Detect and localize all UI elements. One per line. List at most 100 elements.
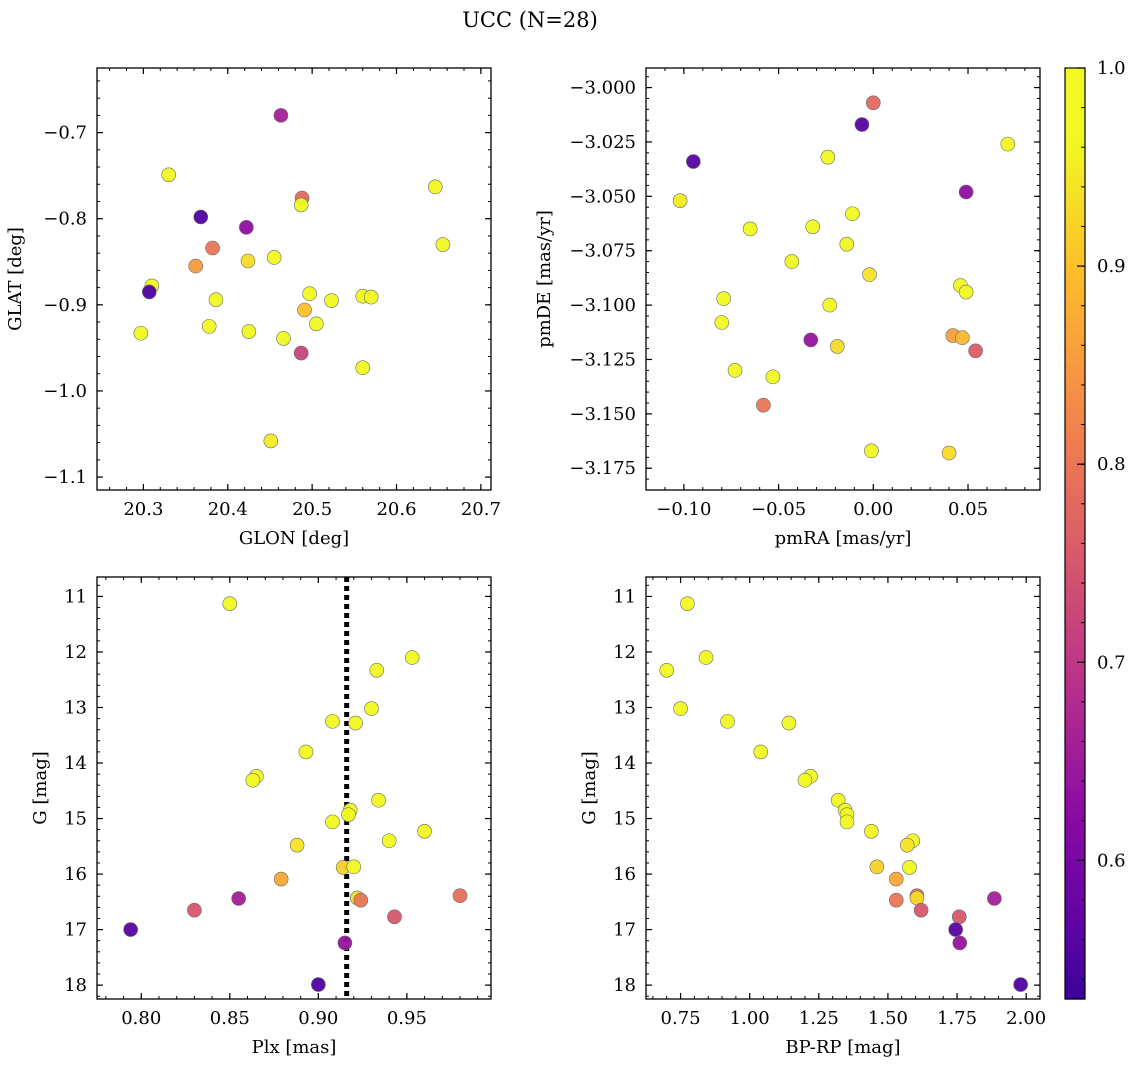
data-point — [913, 902, 929, 918]
x-tick-label: 20.7 — [461, 499, 501, 520]
y-tick-label: −1.0 — [43, 381, 87, 402]
data-point — [830, 339, 845, 354]
data-point — [309, 316, 324, 332]
data-point — [273, 108, 289, 123]
y-tick-label: −3.150 — [569, 404, 636, 425]
data-point — [753, 744, 769, 760]
data-point — [765, 369, 781, 385]
y-tick-label: −3.075 — [569, 241, 636, 262]
y-tick-label: 17 — [613, 920, 636, 941]
data-point — [311, 977, 326, 992]
data-point — [241, 324, 257, 339]
data-point — [133, 325, 149, 341]
y-tick-label: 16 — [613, 864, 636, 885]
axes-frame — [645, 576, 1041, 1000]
x-axis-label: BP-RP [mag] — [785, 1037, 900, 1058]
data-point — [387, 909, 402, 925]
y-tick-label: 14 — [64, 753, 87, 774]
panel-glon_glat: 20.3 20.4 20.5 20.6 20.7 −0.7 −0.8 −0.9 −1.0 −1.1… — [5, 67, 501, 549]
x-tick-label: 0.05 — [948, 499, 988, 520]
x-tick-label: 0.80 — [121, 1008, 161, 1029]
y-tick-label: −3.050 — [569, 186, 636, 207]
data-point — [888, 871, 904, 887]
data-point — [803, 332, 819, 348]
data-point — [845, 206, 860, 222]
colorbar-tick-label: 1.0 — [1097, 58, 1126, 79]
y-tick-label: −0.9 — [43, 295, 87, 316]
x-tick-label: 20.5 — [292, 499, 332, 520]
x-tick-label: 0.85 — [210, 1008, 250, 1029]
data-point — [245, 772, 261, 788]
data-point — [686, 154, 701, 169]
data-point — [862, 267, 877, 282]
data-point — [899, 837, 915, 853]
data-point — [222, 596, 238, 611]
x-tick-label: 0.90 — [298, 1008, 338, 1029]
data-point — [123, 922, 138, 937]
data-point — [428, 179, 443, 195]
colorbar-tick-label: 0.9 — [1097, 256, 1126, 277]
y-tick-label: 13 — [613, 697, 636, 718]
data-point — [404, 650, 420, 665]
y-tick-label: −0.8 — [43, 209, 87, 230]
data-point — [208, 292, 224, 307]
data-point — [1013, 977, 1028, 992]
data-point — [781, 715, 797, 731]
data-point — [161, 167, 177, 183]
data-point — [363, 289, 379, 305]
data-point — [958, 184, 974, 200]
data-point — [273, 871, 289, 887]
y-axis-label: G [mag] — [579, 751, 600, 824]
x-axis-label: Plx [mas] — [252, 1037, 337, 1058]
data-point — [371, 792, 386, 808]
data-point — [902, 860, 917, 875]
data-point — [142, 284, 157, 300]
data-point — [289, 837, 305, 853]
data-point — [822, 297, 838, 313]
data-point — [193, 209, 209, 225]
x-axis-label: pmRA [mas/yr] — [775, 528, 912, 549]
y-axis-label: G [mag] — [30, 751, 51, 824]
y-tick-label: 11 — [613, 586, 636, 607]
data-point — [417, 824, 432, 839]
data-point — [435, 237, 451, 252]
y-tick-label: 11 — [64, 586, 87, 607]
colorbar-frame — [1064, 67, 1086, 1000]
x-tick-label: 20.3 — [123, 499, 163, 520]
data-point — [720, 714, 735, 729]
colorbar-tick-label: 0.7 — [1097, 652, 1126, 673]
y-tick-label: 17 — [64, 920, 87, 941]
panel-plx_g: 0.80 0.85 0.90 0.95 11 12 13 14 15 16 17 18 Plx [mas… — [30, 576, 492, 1058]
data-point — [266, 250, 282, 265]
x-tick-label: 1.00 — [730, 1008, 770, 1029]
data-point — [348, 715, 363, 731]
colorbar-tick-label: 0.8 — [1097, 454, 1126, 475]
data-point — [672, 193, 688, 208]
data-point — [869, 859, 885, 875]
data-point — [955, 330, 970, 346]
data-point — [188, 258, 204, 274]
data-point — [325, 814, 340, 830]
data-point — [297, 302, 312, 318]
y-tick-label: −3.100 — [569, 295, 636, 316]
data-point — [355, 360, 371, 376]
data-point — [364, 701, 379, 716]
axes-frame — [96, 576, 492, 1000]
data-point — [968, 343, 983, 359]
data-point — [839, 236, 855, 252]
x-tick-label: 20.4 — [208, 499, 248, 520]
y-tick-label: −1.1 — [43, 467, 87, 488]
data-point — [958, 284, 974, 300]
data-point — [716, 291, 731, 306]
data-point — [680, 596, 695, 611]
data-point — [820, 149, 836, 165]
colorbar-tick-label: 0.6 — [1097, 850, 1126, 871]
figure-title: UCC (N=28) — [462, 8, 598, 32]
data-point — [909, 890, 925, 906]
y-tick-label: 15 — [613, 809, 636, 830]
data-point — [293, 345, 309, 361]
axes-frame — [96, 67, 492, 491]
data-point — [854, 117, 870, 132]
x-tick-label: 1.75 — [937, 1008, 977, 1029]
data-point — [784, 254, 800, 269]
